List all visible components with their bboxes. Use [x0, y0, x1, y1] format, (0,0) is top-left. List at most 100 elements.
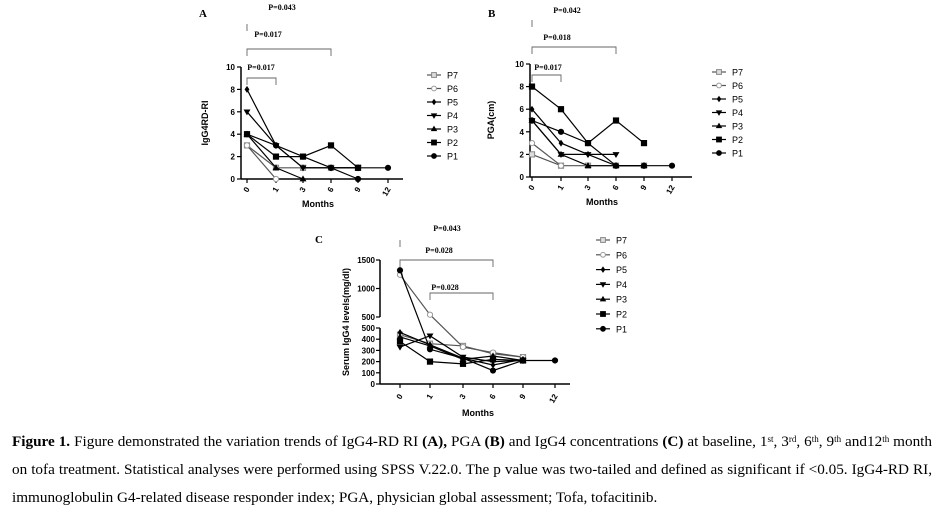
data-point — [243, 142, 251, 149]
legend-marker-square-icon — [431, 139, 437, 146]
caption-text: , 9 — [818, 433, 835, 450]
y-tick-label: 400 — [362, 335, 376, 344]
y-tick-label: 1000 — [357, 285, 375, 294]
legend-marker-square-open-icon — [431, 72, 437, 78]
x-axis-label: Months — [302, 199, 334, 209]
x-tick-label: 3 — [583, 183, 593, 192]
x-tick-label: 3 — [458, 392, 468, 401]
caption-text: , 3 — [773, 433, 789, 450]
bracket-line — [429, 292, 494, 300]
y-tick-label: 10 — [226, 63, 235, 72]
series-line — [531, 86, 645, 144]
legend-marker-triangle-up-icon — [430, 125, 438, 132]
data-point — [528, 151, 536, 158]
data-point — [426, 333, 434, 340]
data-point — [528, 83, 536, 90]
panel-a: A 0 2 4 6 8 10 0 1 3 6 9 12 Months IgG4RD-RI P=0.017 P=0… — [199, 3, 458, 209]
legend-label: P7 — [616, 236, 627, 246]
y-tick-label: 10 — [515, 60, 524, 69]
data-point — [243, 109, 251, 116]
data-point — [640, 162, 648, 169]
p-value-label: P=0.017 — [254, 30, 281, 39]
data-point — [327, 142, 335, 149]
legend-label: P2 — [732, 135, 743, 145]
data-point — [327, 164, 335, 171]
panel-c: C 500 1000 1500 0 100 200 300 400 500 0 1 3 6 9 12 Month… — [315, 224, 627, 418]
data-point — [557, 150, 565, 157]
data-point — [528, 117, 536, 124]
x-tick-label: 12 — [664, 183, 677, 196]
legend-label: P2 — [447, 138, 458, 148]
legend-marker-square-open-icon — [600, 237, 606, 243]
data-point — [272, 153, 280, 160]
legend-marker-square-open-icon — [716, 69, 722, 75]
legend-item-p3: P3 — [427, 125, 458, 135]
legend-item-p7: P7 — [712, 68, 743, 78]
data-point — [299, 175, 307, 182]
legend-marker-circle-open-icon — [431, 85, 437, 92]
data-point — [354, 175, 362, 183]
legend-marker-circle-icon — [600, 325, 606, 332]
significance-bracket: P=0.017 — [246, 30, 332, 56]
bracket-line — [531, 74, 562, 82]
x-tick-label: 6 — [326, 185, 336, 194]
p-value-label: P=0.017 — [534, 63, 561, 72]
data-point — [459, 343, 467, 351]
y-tick-label: 0 — [520, 173, 525, 182]
data-point — [489, 356, 497, 363]
legend-item-p2: P2 — [596, 310, 627, 320]
y-tick-label: 300 — [362, 346, 376, 355]
legend-label: P7 — [447, 71, 458, 81]
legend-item-p2: P2 — [427, 138, 458, 148]
series-p2 — [528, 83, 648, 147]
data-point — [272, 175, 280, 183]
data-point — [396, 344, 404, 351]
series-p5 — [529, 105, 647, 170]
y-tick-label: 200 — [362, 358, 376, 367]
data-point — [519, 357, 527, 364]
data-point — [612, 152, 620, 158]
legend-marker-triangle-up-icon — [715, 122, 723, 129]
data-point — [384, 164, 392, 171]
legend-label: P2 — [616, 310, 627, 320]
legend-marker-circle-icon — [716, 150, 722, 156]
legend-item-p4: P4 — [712, 108, 743, 118]
data-point — [354, 164, 362, 171]
data-point — [584, 140, 592, 147]
y-tick-label: 0 — [371, 380, 376, 389]
legend-item-p4: P4 — [596, 280, 627, 290]
caption-ref-b: (B) — [484, 433, 505, 450]
significance-bracket: P=0.043 — [246, 3, 296, 31]
legend-marker-triangle-down-icon — [430, 113, 438, 119]
legend-label: P1 — [616, 324, 627, 334]
p-value-label: P=0.043 — [433, 224, 460, 233]
data-point — [426, 311, 434, 318]
legend-item-p3: P3 — [712, 122, 743, 132]
caption-ref-c: (C) — [662, 433, 684, 450]
data-point — [299, 153, 307, 160]
legend-item-p2: P2 — [712, 135, 743, 145]
legend-marker-diamond-icon — [716, 95, 722, 103]
legend-label: P1 — [732, 149, 743, 159]
legend-item-p5: P5 — [712, 95, 743, 105]
caption-text: at baseline, 1 — [683, 433, 768, 450]
significance-bracket: P=0.017 — [531, 63, 562, 82]
legend-label: P4 — [616, 280, 627, 290]
data-point — [528, 140, 536, 147]
bracket-line — [399, 259, 494, 267]
p-value-label: P=0.042 — [553, 6, 580, 15]
legend-label: P4 — [447, 111, 458, 121]
x-tick-label: 9 — [518, 392, 528, 401]
y-axis-label: IgG4RD-RI — [200, 101, 210, 146]
x-tick-label: 0 — [395, 392, 405, 401]
data-point — [459, 355, 467, 362]
x-tick-label: 3 — [298, 185, 308, 194]
caption-text: month on tofa treatment. Statistical ana… — [12, 433, 932, 506]
caption-sup: rd — [788, 434, 797, 444]
series-p6 — [528, 140, 565, 169]
series-line — [531, 142, 562, 167]
y-axis-label: Serum IgG4 levels(mg/dl) — [341, 268, 351, 376]
legend-label: P6 — [616, 250, 627, 260]
y-tick-label: 500 — [362, 313, 376, 322]
